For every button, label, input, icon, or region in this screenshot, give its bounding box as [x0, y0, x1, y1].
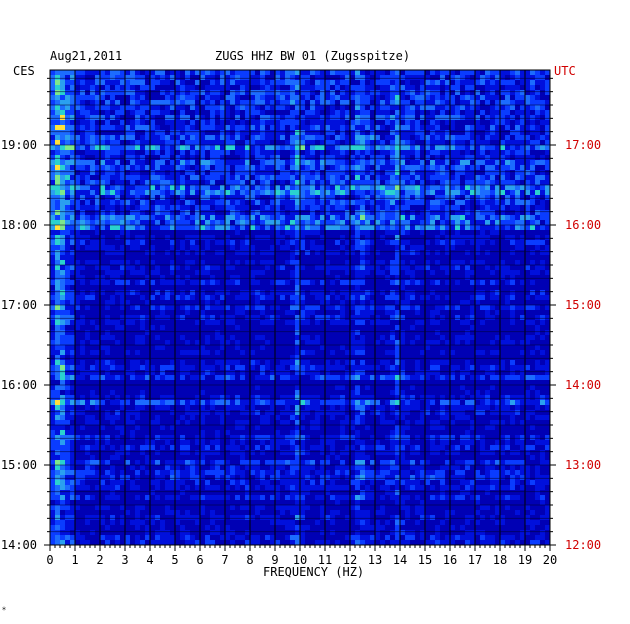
grid-lines — [50, 70, 550, 545]
y-right-tick-label: 16:00 — [565, 218, 601, 232]
axis-ticks — [44, 77, 556, 551]
x-tick-label: 9 — [271, 553, 278, 567]
x-tick-label: 0 — [46, 553, 53, 567]
y-right-tick-label: 14:00 — [565, 378, 601, 392]
x-tick-label: 6 — [196, 553, 203, 567]
y-right-tick-label: 12:00 — [565, 538, 601, 552]
y-left-tick-label: 19:00 — [1, 138, 37, 152]
x-tick-label: 3 — [121, 553, 128, 567]
x-tick-label: 5 — [171, 553, 178, 567]
y-left-tick-label: 15:00 — [1, 458, 37, 472]
y-right-tick-label: 13:00 — [565, 458, 601, 472]
x-tick-label: 1 — [71, 553, 78, 567]
y-left-tick-label: 18:00 — [1, 218, 37, 232]
x-tick-label: 8 — [246, 553, 253, 567]
x-tick-label: 20 — [543, 553, 557, 567]
x-tick-label: 18 — [493, 553, 507, 567]
x-tick-label: 4 — [146, 553, 153, 567]
x-axis-title: FREQUENCY (HZ) — [263, 565, 365, 579]
y-right-tick-label: 17:00 — [565, 138, 601, 152]
x-tick-label: 2 — [96, 553, 103, 567]
axis-labels: 0 1 2 3 4 5 6 7 8 9 10 11 12 13 14 15 16 17 18 19 2019:0018:… — [1, 138, 601, 567]
x-tick-label: 17 — [468, 553, 482, 567]
x-tick-label: 14 — [393, 553, 407, 567]
x-tick-label: 19 — [518, 553, 532, 567]
x-tick-label: 12 — [343, 553, 357, 567]
x-tick-label: 7 — [221, 553, 228, 567]
date-label: Aug21,2011 — [50, 49, 123, 63]
y-left-tick-label: 17:00 — [1, 298, 37, 312]
station-title: ZUGS HHZ BW 01 (Zugsspitze) — [215, 49, 411, 63]
left-timezone-label: CES — [13, 64, 35, 78]
y-left-tick-label: 16:00 — [1, 378, 37, 392]
x-tick-label: 13 — [368, 553, 382, 567]
corner-mark: ⁎ — [2, 603, 6, 612]
x-tick-label: 15 — [418, 553, 432, 567]
x-tick-label: 16 — [443, 553, 457, 567]
y-left-tick-label: 14:00 — [1, 538, 37, 552]
x-tick-label: 10 — [293, 553, 307, 567]
right-timezone-label: UTC — [554, 64, 576, 78]
y-right-tick-label: 15:00 — [565, 298, 601, 312]
x-tick-label: 11 — [318, 553, 332, 567]
